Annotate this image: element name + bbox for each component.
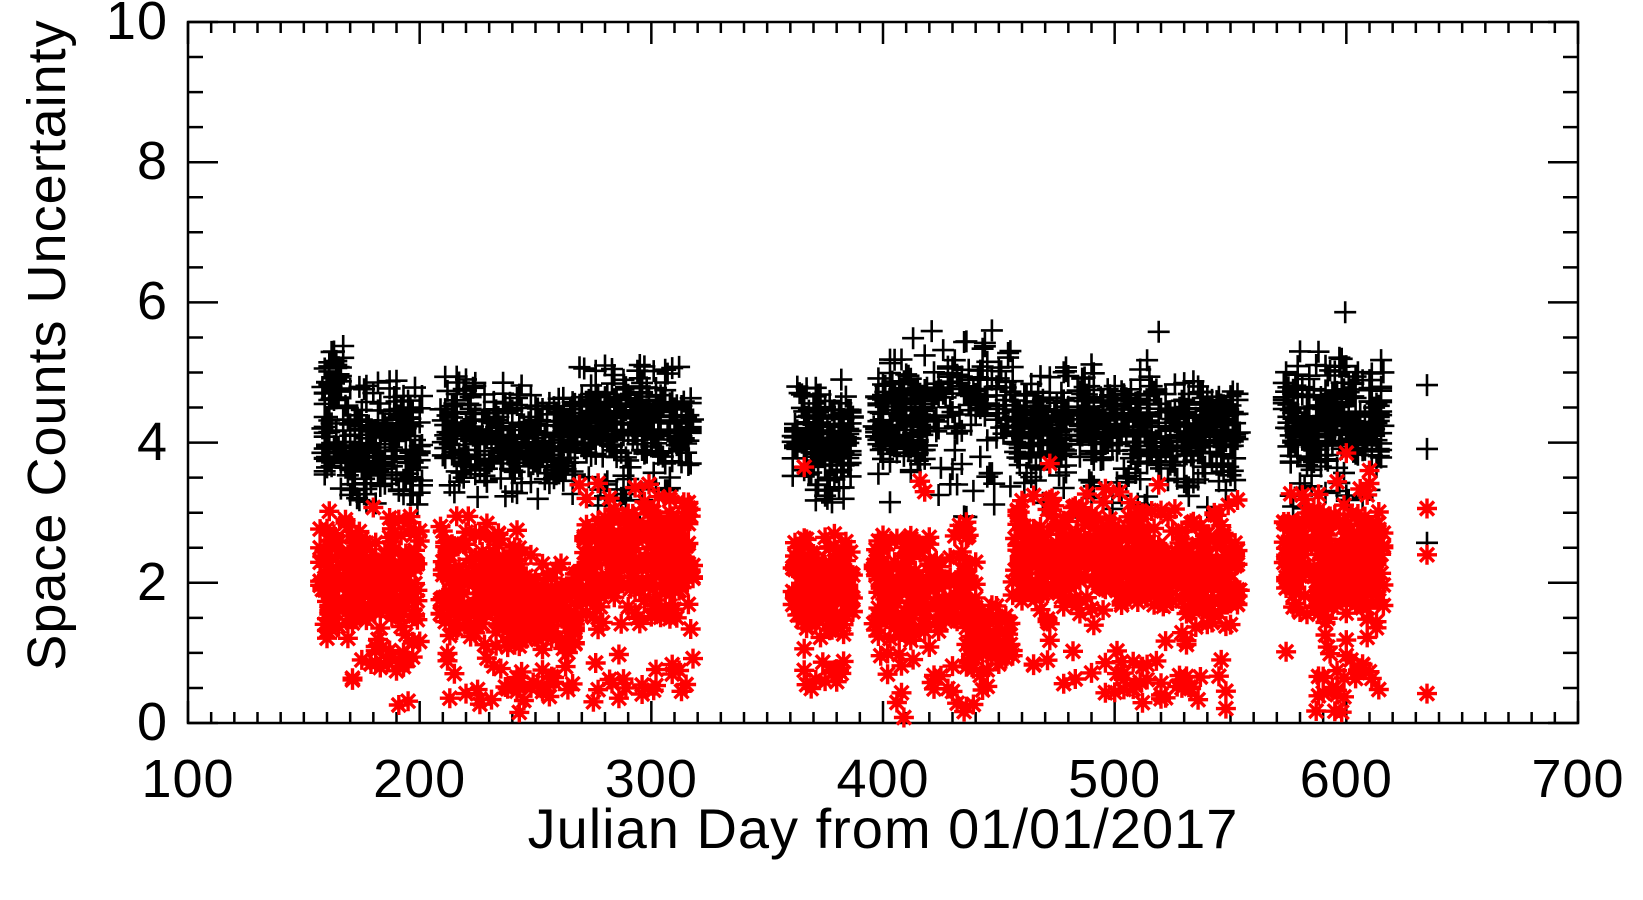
x-tick-label-700: 700 bbox=[1531, 749, 1625, 809]
x-tick-label-100: 100 bbox=[141, 749, 235, 809]
y-tick-label-8: 8 bbox=[136, 130, 168, 191]
y-tick-label-0: 0 bbox=[136, 691, 168, 752]
y-tick-label-2: 2 bbox=[136, 551, 168, 612]
x-tick-label-500: 500 bbox=[1068, 749, 1162, 809]
series-red-asterisk-markers bbox=[310, 443, 1437, 728]
x-axis-title: Julian Day from 01/01/2017 bbox=[527, 797, 1239, 860]
x-tick-label-600: 600 bbox=[1299, 749, 1393, 809]
x-tick-label-400: 400 bbox=[836, 749, 930, 809]
y-tick-label-6: 6 bbox=[136, 271, 168, 332]
x-tick-label-200: 200 bbox=[373, 749, 467, 809]
axis-ticks bbox=[186, 20, 1580, 725]
series-black-plus-markers bbox=[311, 301, 1438, 605]
x-tick-label-300: 300 bbox=[604, 749, 698, 809]
y-tick-label-4: 4 bbox=[136, 411, 168, 472]
y-tick-label-10: 10 bbox=[105, 0, 168, 51]
